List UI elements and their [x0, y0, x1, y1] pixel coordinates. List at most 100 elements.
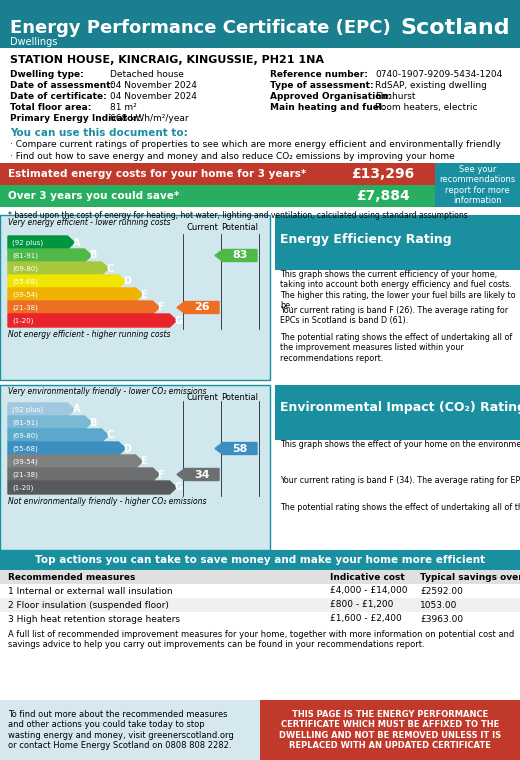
Text: · Find out how to save energy and money and also reduce CO₂ emissions by improvi: · Find out how to save energy and money … — [10, 152, 455, 161]
Polygon shape — [8, 403, 74, 416]
Text: You can use this document to:: You can use this document to: — [10, 128, 188, 138]
Text: 1053.00: 1053.00 — [420, 600, 458, 610]
Text: Typical savings over 3 years: Typical savings over 3 years — [420, 572, 520, 581]
Text: Indicative cost: Indicative cost — [330, 572, 405, 581]
Text: Not energy efficient - higher running costs: Not energy efficient - higher running co… — [8, 330, 171, 339]
Polygon shape — [177, 468, 219, 480]
Text: 81 m²: 81 m² — [110, 103, 137, 112]
Text: Recommended measures: Recommended measures — [8, 572, 135, 581]
Text: * based upon the cost of energy for heating, hot water, lighting and ventilation: * based upon the cost of energy for heat… — [8, 211, 468, 220]
Text: Very energy efficient - lower running costs: Very energy efficient - lower running co… — [8, 218, 171, 227]
Text: (55-68): (55-68) — [12, 278, 38, 285]
Text: B: B — [89, 417, 97, 427]
Text: THIS PAGE IS THE ENERGY PERFORMANCE
CERTIFICATE WHICH MUST BE AFFIXED TO THE
DWE: THIS PAGE IS THE ENERGY PERFORMANCE CERT… — [279, 710, 501, 750]
Text: (39-54): (39-54) — [12, 458, 38, 465]
FancyBboxPatch shape — [0, 385, 270, 550]
Text: (92 plus): (92 plus) — [12, 407, 43, 413]
Text: Current: Current — [186, 223, 218, 233]
Text: Detached house: Detached house — [110, 70, 184, 79]
Text: 58: 58 — [232, 444, 248, 454]
Text: Reference number:: Reference number: — [270, 70, 368, 79]
Text: (1-20): (1-20) — [12, 317, 33, 324]
Text: Energy Efficiency Rating: Energy Efficiency Rating — [280, 233, 452, 246]
Text: (92 plus): (92 plus) — [12, 239, 43, 245]
Text: See your
recommendations
report for more
information: See your recommendations report for more… — [439, 165, 516, 205]
Text: E: E — [140, 290, 147, 299]
Text: Estimated energy costs for your home for 3 years*: Estimated energy costs for your home for… — [8, 169, 306, 179]
Text: C: C — [107, 264, 114, 274]
Text: (39-54): (39-54) — [12, 291, 38, 298]
Text: Approved Organisation:: Approved Organisation: — [270, 92, 392, 101]
Text: C: C — [107, 430, 114, 441]
Text: D: D — [124, 444, 132, 454]
Text: A full list of recommended improvement measures for your home, together with mor: A full list of recommended improvement m… — [8, 630, 514, 649]
Text: 3 High heat retention storage heaters: 3 High heat retention storage heaters — [8, 615, 180, 623]
Text: (55-68): (55-68) — [12, 445, 38, 451]
Text: F: F — [158, 470, 164, 480]
Text: A: A — [72, 237, 80, 248]
Text: The potential rating shows the effect of undertaking all of the improvement meas: The potential rating shows the effect of… — [280, 503, 520, 512]
Text: £1,600 - £2,400: £1,600 - £2,400 — [330, 615, 402, 623]
Text: (69-80): (69-80) — [12, 432, 38, 439]
Text: £2592.00: £2592.00 — [420, 587, 463, 596]
Text: 04 November 2024: 04 November 2024 — [110, 92, 197, 101]
Text: RdSAP, existing dwelling: RdSAP, existing dwelling — [375, 81, 487, 90]
Text: E: E — [140, 457, 147, 467]
Text: (81-91): (81-91) — [12, 252, 38, 258]
Text: 1 Internal or external wall insulation: 1 Internal or external wall insulation — [8, 587, 173, 596]
Text: Over 3 years you could save*: Over 3 years you could save* — [8, 191, 179, 201]
Polygon shape — [8, 249, 92, 262]
Text: 83: 83 — [232, 251, 248, 261]
Text: Your current rating is band F (34). The average rating for EPCs in Scotland is b: Your current rating is band F (34). The … — [280, 476, 520, 485]
FancyBboxPatch shape — [0, 550, 520, 570]
Text: 2 Floor insulation (suspended floor): 2 Floor insulation (suspended floor) — [8, 600, 169, 610]
Text: £4,000 - £14,000: £4,000 - £14,000 — [330, 587, 408, 596]
Text: The potential rating shows the effect of undertaking all of the improvement meas: The potential rating shows the effect of… — [280, 333, 512, 363]
Text: G: G — [175, 315, 183, 325]
Polygon shape — [8, 262, 109, 275]
Text: B: B — [89, 251, 97, 261]
Text: Total floor area:: Total floor area: — [10, 103, 92, 112]
Text: Dwelling type:: Dwelling type: — [10, 70, 84, 79]
Text: Your current rating is band F (26). The average rating for EPCs in Scotland is b: Your current rating is band F (26). The … — [280, 306, 508, 325]
Text: (81-91): (81-91) — [12, 420, 38, 426]
Text: · Compare current ratings of properties to see which are more energy efficient a: · Compare current ratings of properties … — [10, 140, 501, 149]
Text: Environmental Impact (CO₂) Rating: Environmental Impact (CO₂) Rating — [280, 401, 520, 413]
Text: 26: 26 — [194, 302, 210, 312]
Text: A: A — [72, 404, 80, 414]
FancyBboxPatch shape — [0, 185, 435, 207]
Text: G: G — [175, 483, 183, 492]
Polygon shape — [177, 302, 219, 313]
Text: To find out more about the recommended measures
and other actions you could take: To find out more about the recommended m… — [8, 710, 234, 750]
Polygon shape — [215, 249, 257, 261]
FancyBboxPatch shape — [0, 700, 260, 760]
Text: £800 - £1,200: £800 - £1,200 — [330, 600, 393, 610]
Polygon shape — [8, 442, 125, 455]
Text: Top actions you can take to save money and make your home more efficient: Top actions you can take to save money a… — [35, 555, 485, 565]
Polygon shape — [8, 236, 74, 249]
Text: Potential: Potential — [222, 223, 258, 233]
Text: Room heaters, electric: Room heaters, electric — [375, 103, 477, 112]
Polygon shape — [8, 429, 109, 442]
Text: Energy Performance Certificate (EPC): Energy Performance Certificate (EPC) — [10, 19, 391, 37]
Text: This graph shows the current efficiency of your home, taking into account both e: This graph shows the current efficiency … — [280, 270, 516, 310]
FancyBboxPatch shape — [0, 570, 520, 584]
Text: Elmhurst: Elmhurst — [375, 92, 415, 101]
Text: Not environmentally friendly - higher CO₂ emissions: Not environmentally friendly - higher CO… — [8, 497, 206, 506]
Text: (69-80): (69-80) — [12, 265, 38, 272]
Text: This graph shows the effect of your home on the environment in terms of carbon d: This graph shows the effect of your home… — [280, 440, 520, 449]
Polygon shape — [8, 455, 142, 468]
Text: F: F — [158, 302, 164, 312]
Text: 668 kWh/m²/year: 668 kWh/m²/year — [110, 114, 189, 123]
Text: Potential: Potential — [222, 392, 258, 401]
Text: Very environmentally friendly - lower CO₂ emissions: Very environmentally friendly - lower CO… — [8, 387, 206, 396]
FancyBboxPatch shape — [435, 163, 520, 207]
Text: Date of certificate:: Date of certificate: — [10, 92, 107, 101]
Text: £13,296: £13,296 — [352, 167, 414, 181]
Text: Current: Current — [186, 392, 218, 401]
Text: D: D — [124, 277, 132, 287]
FancyBboxPatch shape — [275, 385, 520, 440]
Text: Date of assessment:: Date of assessment: — [10, 81, 114, 90]
FancyBboxPatch shape — [0, 163, 435, 185]
Text: (21-38): (21-38) — [12, 304, 38, 311]
